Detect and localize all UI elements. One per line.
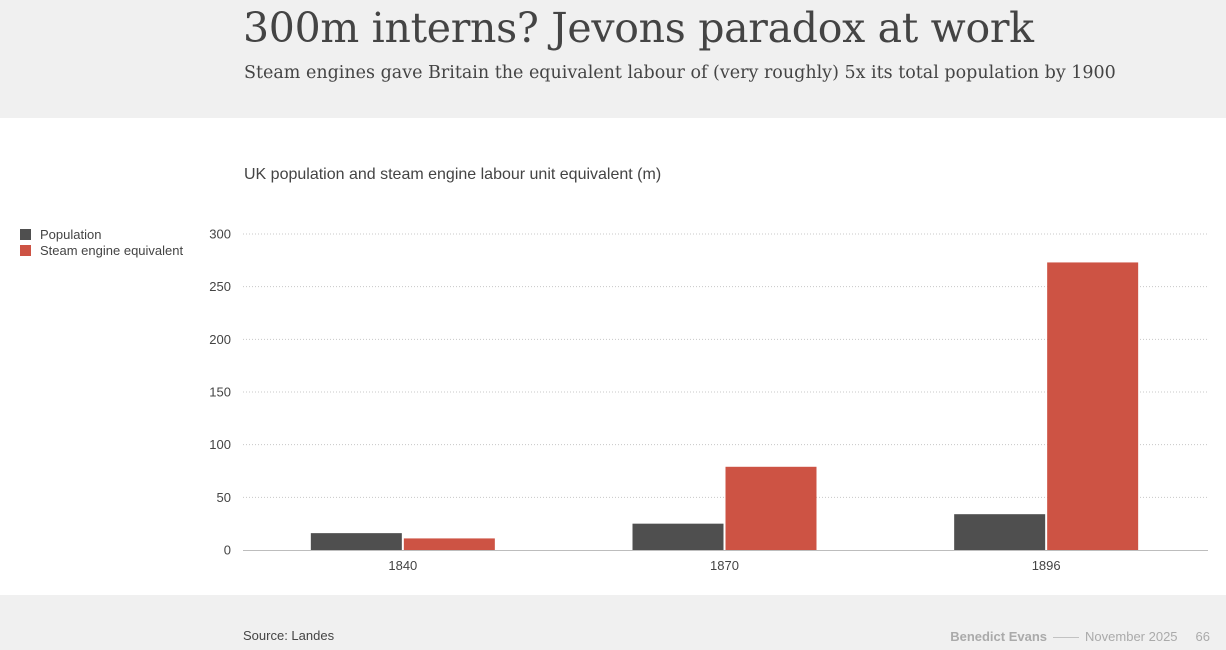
bar-chart: 0 50 100 150 200 250 300 1840 1870 1896	[209, 227, 1208, 573]
y-tick-label-200: 200	[209, 332, 231, 347]
page-number: 66	[1195, 629, 1210, 644]
y-tick-label-100: 100	[209, 437, 231, 452]
footer-separator: ——	[1053, 629, 1080, 644]
chart-title: UK population and steam engine labour un…	[244, 166, 662, 183]
legend-swatch-steam	[20, 244, 31, 256]
footer-author: Benedict Evans	[950, 629, 1048, 644]
y-tick-label-0: 0	[224, 543, 231, 558]
footer-credit: Benedict Evans —— November 2025 66	[950, 629, 1210, 644]
y-tick-label-300: 300	[209, 227, 231, 242]
legend-item-population: Population	[20, 226, 183, 242]
slide-header: 300m interns? Jevons paradox at work Ste…	[0, 0, 1226, 118]
y-tick-label-250: 250	[209, 279, 231, 294]
legend-swatch-population	[20, 228, 31, 240]
slide-title: 300m interns? Jevons paradox at work	[243, 4, 1034, 52]
bar-steam-1870	[725, 466, 817, 550]
footer-date: November 2025	[1085, 629, 1178, 644]
bar-steam-1840	[403, 538, 495, 550]
bar-population-1840	[310, 533, 402, 550]
y-tick-label-50: 50	[217, 490, 231, 505]
x-tick-label-1840: 1840	[388, 558, 417, 573]
x-tick-label-1896: 1896	[1032, 558, 1061, 573]
x-tick-label-1870: 1870	[710, 558, 739, 573]
source-note: Source: Landes	[243, 628, 335, 643]
chart-panel: UK population and steam engine labour un…	[0, 118, 1226, 595]
legend-label-steam: Steam engine equivalent	[40, 242, 184, 258]
bar-steam-1896	[1047, 262, 1139, 550]
slide-subtitle: Steam engines gave Britain the equivalen…	[244, 63, 1116, 83]
bar-population-1870	[632, 523, 724, 550]
y-tick-label-150: 150	[209, 385, 231, 400]
bar-population-1896	[954, 514, 1046, 550]
legend-item-steam: Steam engine equivalent	[20, 242, 183, 258]
chart-legend: Population Steam engine equivalent	[20, 226, 183, 258]
legend-label-population: Population	[40, 226, 102, 242]
